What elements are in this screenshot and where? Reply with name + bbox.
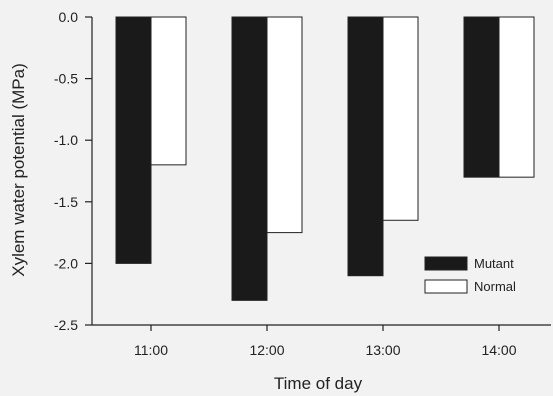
y-tick-label: 0.0 [59, 9, 79, 25]
legend-label-mutant: Mutant [474, 256, 514, 271]
y-tick-label: -0.5 [54, 71, 78, 87]
legend-swatch-normal [424, 279, 468, 294]
y-tick-label: -2.0 [54, 255, 78, 271]
x-tick-label: 14:00 [481, 342, 516, 358]
bar-normal-1100 [150, 16, 187, 166]
x-axis-title: Time of day [274, 374, 363, 393]
x-ticks-group: 11:00 12:00 13:00 14:00 [134, 325, 517, 358]
legend: Mutant Normal [424, 256, 516, 294]
legend-swatch-mutant [424, 256, 468, 271]
y-tick-label: -1.5 [54, 194, 78, 210]
bars-group [115, 16, 535, 301]
bar-mutant-1300 [347, 16, 384, 277]
y-tick-label: -1.0 [54, 132, 78, 148]
bar-mutant-1200 [231, 16, 268, 301]
bar-normal-1400 [498, 16, 535, 178]
x-tick-label: 12:00 [249, 342, 284, 358]
bar-mutant-1400 [463, 16, 500, 178]
x-tick-label: 13:00 [365, 342, 400, 358]
x-tick-label: 11:00 [134, 342, 168, 358]
y-ticks-group: 0.0 -0.5 -1.0 -1.5 -2.0 -2.5 [54, 9, 92, 333]
y-axis-title: Xylem water potential (MPa) [9, 63, 28, 277]
bar-normal-1200 [266, 16, 303, 234]
bar-mutant-1100 [115, 16, 152, 264]
y-tick-label: -2.5 [54, 317, 78, 333]
bar-normal-1300 [382, 16, 419, 221]
legend-label-normal: Normal [474, 279, 516, 294]
